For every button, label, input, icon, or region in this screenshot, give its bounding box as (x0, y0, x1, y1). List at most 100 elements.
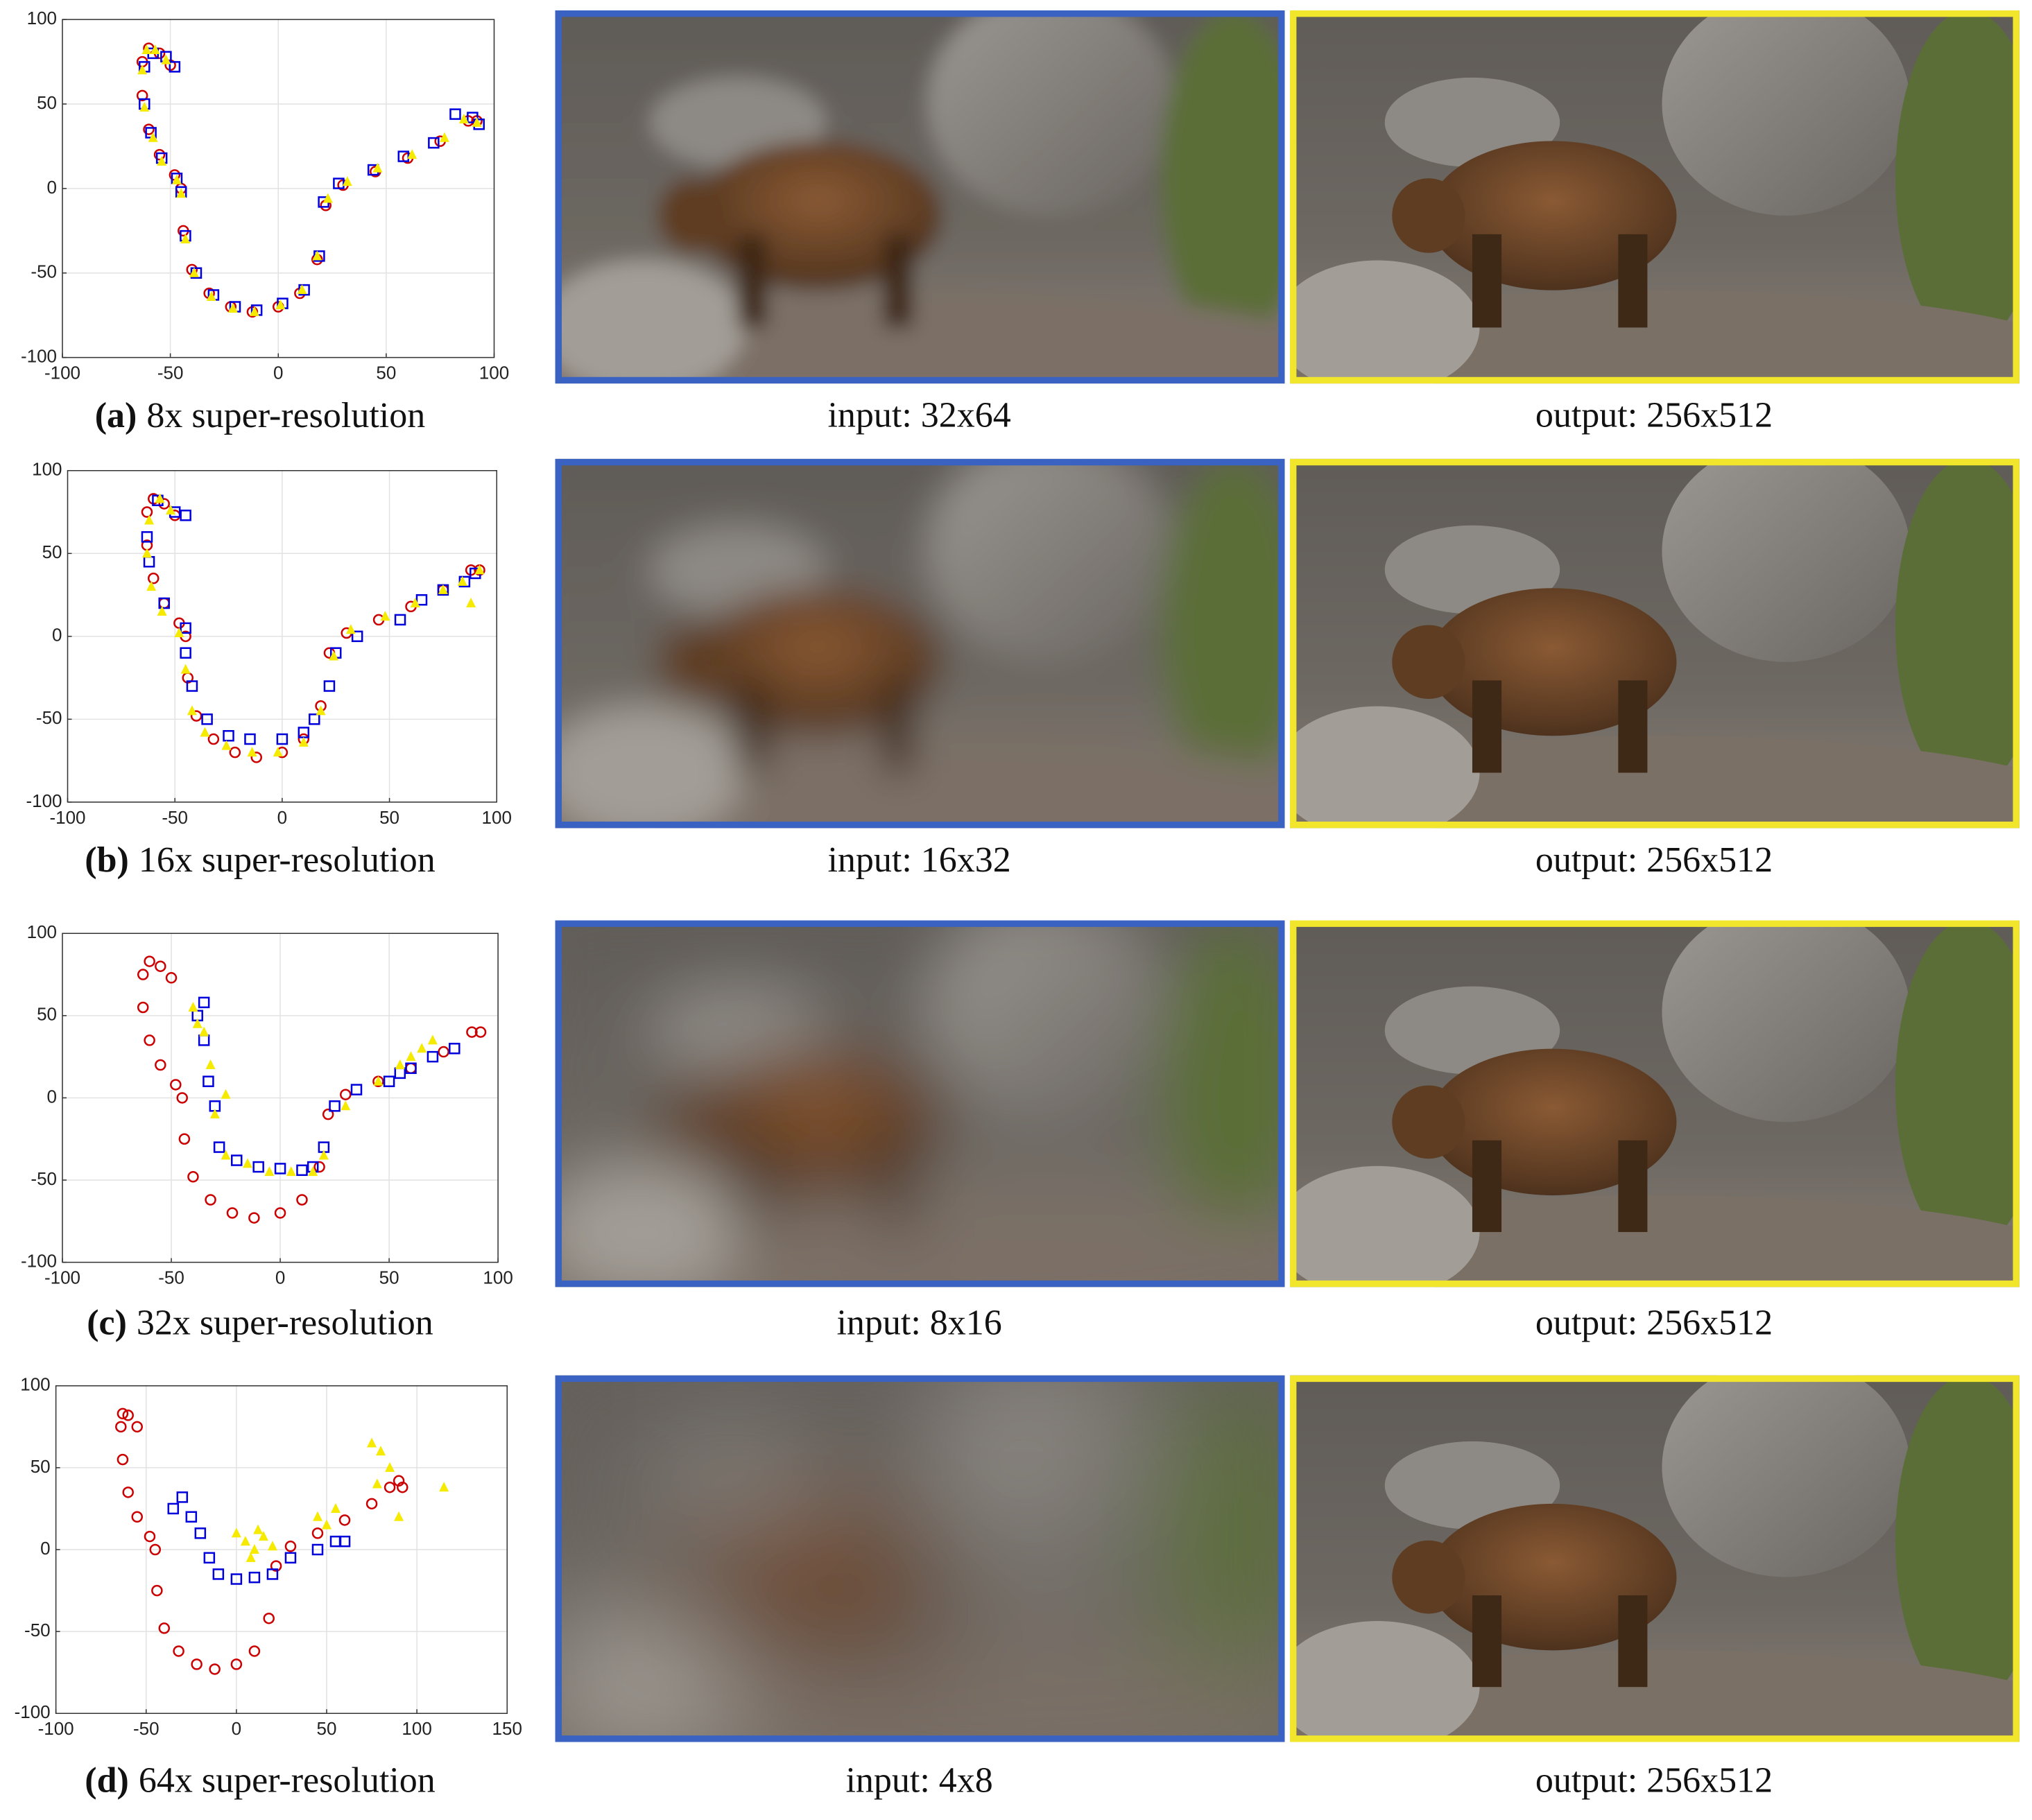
x-tick-label: 100 (402, 1718, 431, 1739)
rock (1662, 1375, 1911, 1577)
point (458, 113, 469, 123)
y-tick-label: 0 (52, 625, 62, 645)
point (167, 1502, 180, 1515)
caption-text: 16x super-resolution (139, 840, 436, 880)
rock (555, 260, 746, 384)
input-frame (555, 920, 1285, 1288)
bear-leg (1472, 1140, 1502, 1232)
rock (1662, 458, 1911, 662)
x-tick-label: -100 (49, 807, 85, 828)
plants (1895, 1375, 2020, 1706)
point (380, 611, 390, 621)
x-tick-label: -100 (44, 1267, 80, 1288)
point (311, 1543, 324, 1556)
point (178, 1133, 191, 1145)
point (187, 1171, 199, 1183)
x-tick-label: 50 (379, 1267, 399, 1288)
caption-label: (b) (85, 840, 129, 880)
input-caption: input: 4x8 (845, 1760, 992, 1800)
point (242, 1158, 252, 1168)
point (240, 1536, 250, 1546)
point (122, 1410, 134, 1421)
point (149, 1543, 162, 1556)
point (180, 234, 191, 243)
rock (1290, 1621, 1480, 1742)
chart-caption: (c) 32x super-resolution (87, 1303, 433, 1342)
x-tick-label: -50 (162, 807, 188, 828)
bear-head (657, 178, 731, 253)
point (296, 1164, 308, 1177)
bear-head (657, 625, 731, 699)
rock (927, 1375, 1176, 1577)
point (171, 174, 182, 184)
output-frame (1290, 10, 2020, 384)
chart: -100 -50 0 50 100 150 -100 -50 0 50 100 (d) 64x supe… (15, 1374, 522, 1801)
chart-caption: (d) 64x super-resolution (85, 1760, 435, 1800)
bear-leg (1472, 1595, 1502, 1688)
y-tick-label: 100 (27, 8, 57, 28)
rock (1662, 920, 1911, 1123)
point (297, 284, 307, 295)
point (298, 736, 309, 747)
input-caption: input: 16x32 (827, 840, 1010, 880)
x-tick-label: 150 (492, 1718, 522, 1739)
point (274, 1163, 286, 1175)
point (203, 1075, 214, 1087)
point (137, 969, 149, 980)
point (161, 54, 171, 64)
axes-box (62, 19, 495, 358)
point (199, 1026, 209, 1037)
point (309, 713, 320, 725)
point (201, 713, 213, 725)
point (263, 1612, 275, 1624)
plants (1895, 10, 2020, 347)
point (393, 1475, 405, 1487)
point (227, 302, 238, 313)
caption-label: (c) (87, 1303, 127, 1342)
caption-label: (d) (85, 1760, 129, 1800)
bear-leg (883, 234, 913, 328)
point (467, 112, 479, 123)
rock (927, 10, 1176, 216)
point (180, 664, 191, 674)
output-frame (1290, 1375, 2020, 1742)
rock (1290, 260, 1480, 384)
point (226, 1207, 239, 1219)
caption-text: 8x super-resolution (146, 396, 425, 435)
point (405, 1062, 417, 1074)
point (176, 1491, 189, 1503)
photo-content (1290, 920, 2020, 1288)
point (296, 1194, 308, 1206)
point (372, 1478, 382, 1489)
point (350, 1084, 363, 1095)
point (249, 1544, 259, 1554)
point (187, 705, 197, 716)
photo (1290, 920, 2020, 1288)
point (415, 593, 428, 606)
point (338, 1514, 351, 1526)
bear-head (657, 1085, 731, 1159)
point (273, 747, 283, 757)
point (117, 1453, 129, 1466)
point (205, 1194, 216, 1206)
plants (1160, 1375, 1285, 1706)
point (176, 188, 187, 198)
x-tick-label: -50 (157, 363, 184, 383)
point (322, 1519, 332, 1529)
photo (1290, 10, 2020, 384)
point (244, 733, 256, 745)
x-tick-label: -50 (158, 1267, 184, 1288)
point (253, 1524, 264, 1534)
point (117, 1407, 129, 1420)
plants (1160, 458, 1285, 792)
point (137, 1001, 149, 1014)
photo-content (555, 458, 1285, 829)
point (338, 1535, 351, 1548)
point (189, 267, 199, 277)
point (312, 1511, 322, 1521)
point (397, 1481, 408, 1493)
point (137, 64, 148, 75)
point (180, 647, 191, 659)
caption-text: 64x super-resolution (139, 1760, 436, 1800)
